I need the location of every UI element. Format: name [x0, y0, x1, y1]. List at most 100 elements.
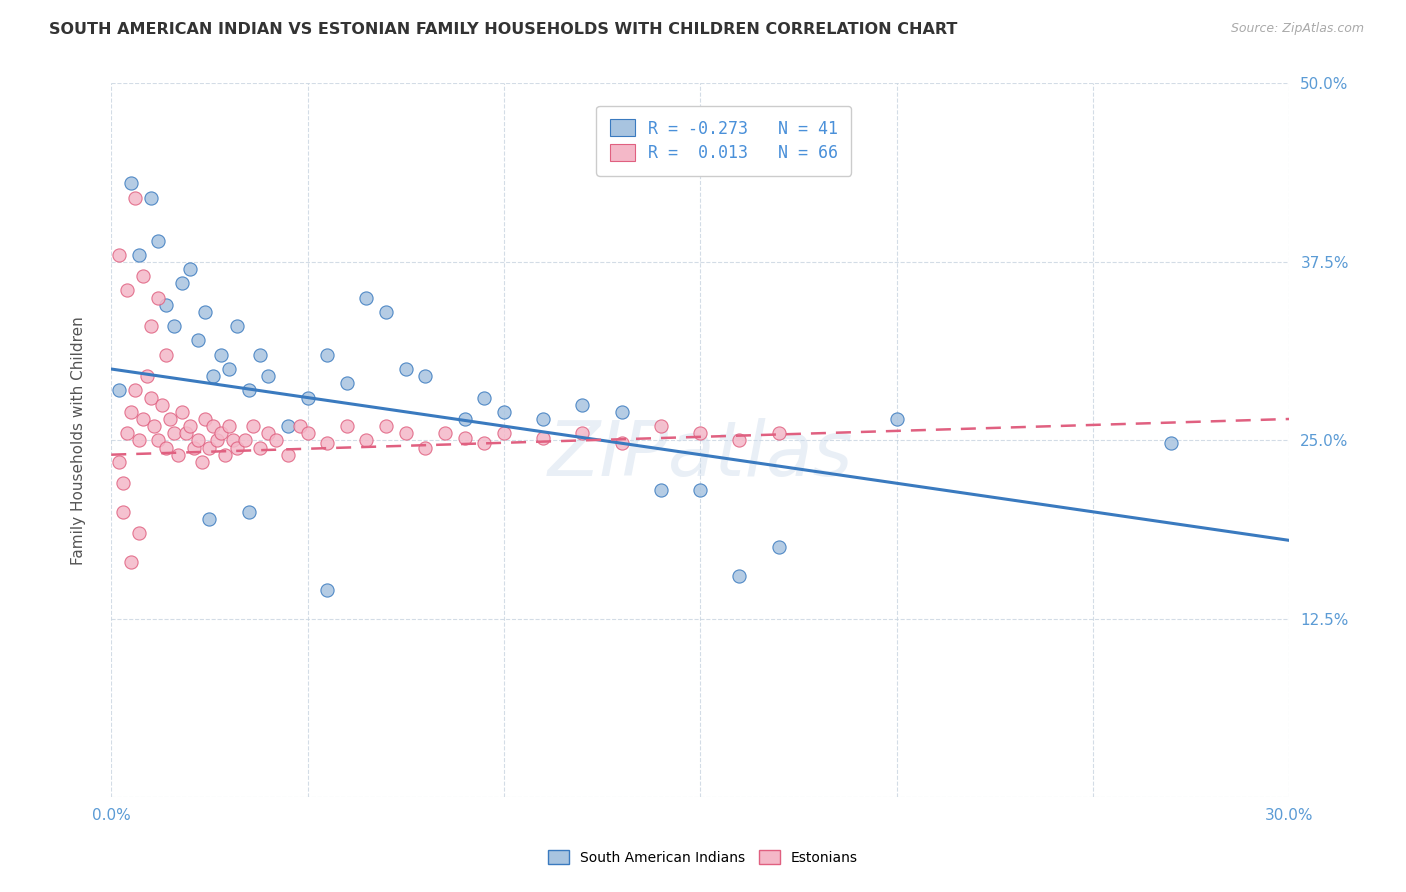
Point — [728, 569, 751, 583]
Point — [128, 434, 150, 448]
Point — [472, 391, 495, 405]
Point — [375, 305, 398, 319]
Point — [170, 405, 193, 419]
Point — [163, 426, 186, 441]
Point — [209, 426, 232, 441]
Point — [163, 319, 186, 334]
Point — [155, 441, 177, 455]
Point — [150, 398, 173, 412]
Point — [198, 512, 221, 526]
Point — [155, 298, 177, 312]
Point — [249, 348, 271, 362]
Point — [453, 431, 475, 445]
Legend: R = -0.273   N = 41, R =  0.013   N = 66: R = -0.273 N = 41, R = 0.013 N = 66 — [596, 106, 851, 176]
Point — [187, 334, 209, 348]
Point — [120, 555, 142, 569]
Point — [886, 412, 908, 426]
Point — [209, 348, 232, 362]
Point — [433, 426, 456, 441]
Point — [108, 455, 131, 469]
Point — [124, 384, 146, 398]
Point — [139, 191, 162, 205]
Point — [139, 319, 162, 334]
Point — [356, 291, 378, 305]
Point — [187, 434, 209, 448]
Point — [194, 305, 217, 319]
Point — [218, 362, 240, 376]
Point — [148, 291, 170, 305]
Text: ZIPatlas: ZIPatlas — [547, 417, 853, 491]
Point — [135, 369, 157, 384]
Point — [233, 434, 256, 448]
Point — [159, 412, 181, 426]
Point — [453, 412, 475, 426]
Point — [131, 269, 153, 284]
Point — [179, 262, 201, 277]
Point — [108, 384, 131, 398]
Point — [183, 441, 205, 455]
Point — [202, 369, 225, 384]
Point — [225, 319, 247, 334]
Point — [179, 419, 201, 434]
Point — [277, 448, 299, 462]
Point — [610, 405, 633, 419]
Point — [768, 426, 790, 441]
Point — [415, 369, 437, 384]
Point — [238, 505, 260, 519]
Point — [198, 441, 221, 455]
Point — [689, 426, 711, 441]
Point — [218, 419, 240, 434]
Point — [155, 348, 177, 362]
Point — [148, 434, 170, 448]
Point — [728, 434, 751, 448]
Point — [111, 505, 134, 519]
Point — [650, 483, 672, 498]
Point — [316, 436, 339, 450]
Point — [202, 419, 225, 434]
Text: SOUTH AMERICAN INDIAN VS ESTONIAN FAMILY HOUSEHOLDS WITH CHILDREN CORRELATION CH: SOUTH AMERICAN INDIAN VS ESTONIAN FAMILY… — [49, 22, 957, 37]
Point — [238, 384, 260, 398]
Point — [249, 441, 271, 455]
Point — [336, 376, 359, 391]
Point — [207, 434, 229, 448]
Point — [167, 448, 190, 462]
Point — [115, 284, 138, 298]
Text: Source: ZipAtlas.com: Source: ZipAtlas.com — [1230, 22, 1364, 36]
Point — [111, 476, 134, 491]
Point — [768, 541, 790, 555]
Point — [297, 426, 319, 441]
Point — [531, 431, 554, 445]
Point — [190, 455, 212, 469]
Point — [242, 419, 264, 434]
Point — [257, 426, 280, 441]
Point — [415, 441, 437, 455]
Point — [174, 426, 197, 441]
Point — [194, 412, 217, 426]
Point — [610, 436, 633, 450]
Point — [395, 362, 418, 376]
Point — [257, 369, 280, 384]
Point — [650, 419, 672, 434]
Point — [395, 426, 418, 441]
Y-axis label: Family Households with Children: Family Households with Children — [72, 316, 86, 565]
Point — [264, 434, 287, 448]
Point — [277, 419, 299, 434]
Point — [115, 426, 138, 441]
Point — [214, 448, 236, 462]
Point — [222, 434, 245, 448]
Point — [128, 526, 150, 541]
Point — [139, 391, 162, 405]
Point — [108, 248, 131, 262]
Point — [492, 426, 515, 441]
Point — [356, 434, 378, 448]
Point — [120, 405, 142, 419]
Point — [120, 177, 142, 191]
Point — [128, 248, 150, 262]
Point — [124, 191, 146, 205]
Point — [531, 412, 554, 426]
Point — [225, 441, 247, 455]
Point — [288, 419, 311, 434]
Point — [1160, 436, 1182, 450]
Point — [131, 412, 153, 426]
Point — [571, 398, 593, 412]
